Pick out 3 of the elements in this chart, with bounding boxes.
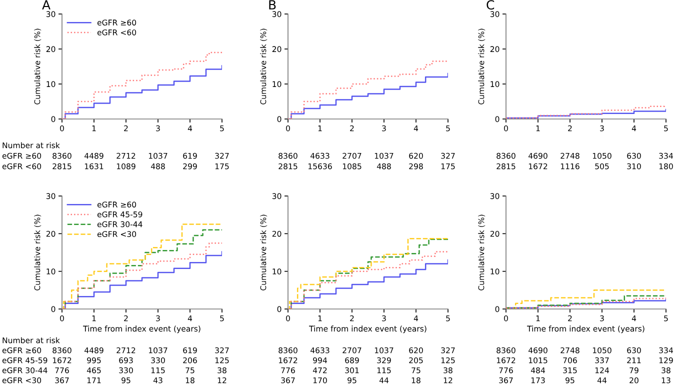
chart-title: A bbox=[42, 0, 50, 10]
chart-title: C bbox=[486, 0, 494, 10]
chart-title: B bbox=[269, 0, 276, 10]
